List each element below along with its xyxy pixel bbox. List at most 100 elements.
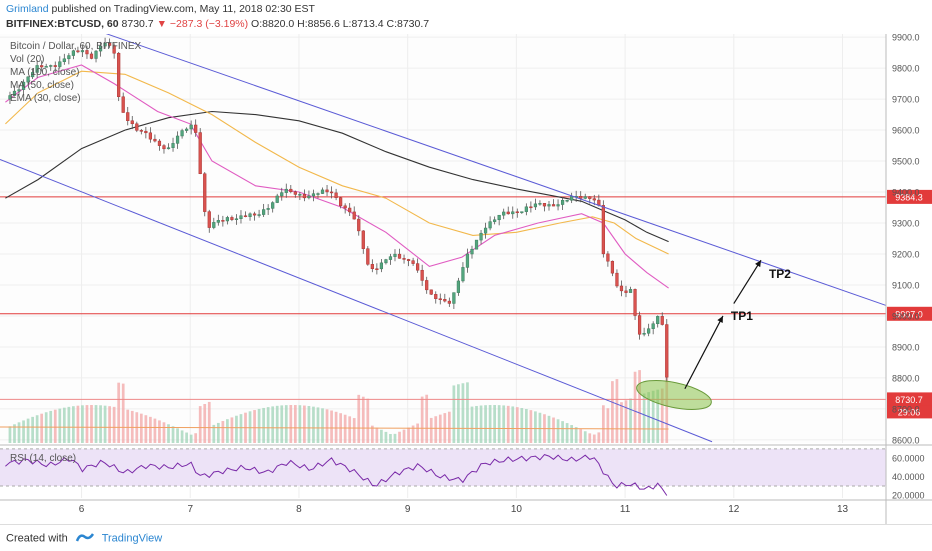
volume-bar xyxy=(493,405,496,443)
volume-bar xyxy=(425,394,429,443)
price-change: −287.3 (−3.19%) xyxy=(169,18,249,30)
y-tick-label: 8600.0 xyxy=(892,435,920,445)
ema30-line xyxy=(5,64,669,289)
x-tick-label: 11 xyxy=(620,504,631,515)
volume-bar xyxy=(370,425,374,443)
countdown-label: 29:06 xyxy=(898,407,921,417)
level-label-bg xyxy=(887,306,932,321)
volume-bar xyxy=(534,411,537,443)
volume-bar xyxy=(420,396,424,443)
candle-body xyxy=(406,259,411,261)
volume-bar xyxy=(298,405,302,443)
horizontal-levels: 9384.3 9007.0 8730.7 29:06 xyxy=(0,189,932,419)
volume-bar xyxy=(601,405,605,443)
candle-body xyxy=(230,217,234,220)
volume-bar xyxy=(393,433,397,443)
candle-body xyxy=(44,66,48,68)
candle-body xyxy=(606,253,610,262)
volume-bar xyxy=(620,402,623,443)
volume-bar xyxy=(570,425,574,443)
candle-body xyxy=(248,213,252,217)
candle-body xyxy=(302,194,307,199)
candle-body xyxy=(542,203,547,207)
volume-bar xyxy=(17,422,21,443)
candle-body xyxy=(375,268,379,270)
tradingview-link[interactable]: TradingView xyxy=(101,532,163,545)
volume-bar xyxy=(22,420,25,443)
candle-body xyxy=(311,193,316,197)
volume-bar xyxy=(280,405,284,443)
candle-body xyxy=(275,195,279,203)
volume-bar xyxy=(561,421,564,443)
candle-body xyxy=(647,328,651,334)
volume-bar xyxy=(185,432,188,443)
volume-bar xyxy=(180,430,184,443)
candle-body xyxy=(257,214,261,216)
volume-bar xyxy=(380,429,383,443)
volume-bar xyxy=(488,405,492,443)
volume-bar xyxy=(357,394,361,443)
candle-body xyxy=(126,112,130,121)
candle-body xyxy=(203,173,207,212)
volume-bar xyxy=(167,424,170,443)
x-tick-label: 9 xyxy=(405,504,411,515)
candle-body xyxy=(76,50,80,53)
candle-body xyxy=(329,191,334,194)
candle-body xyxy=(560,200,565,205)
candle-body xyxy=(103,43,107,47)
candle-body xyxy=(352,211,356,220)
volume-bar xyxy=(153,418,157,443)
author-link[interactable]: Grimland xyxy=(6,3,49,15)
candle-body xyxy=(85,50,89,55)
volume-bar xyxy=(26,418,30,443)
volume-bar xyxy=(162,422,166,443)
rsi-tick-label: 20.0000 xyxy=(892,491,925,501)
y-tick-label: 9600.0 xyxy=(892,126,920,136)
candle-body xyxy=(266,208,270,210)
volume-bar xyxy=(660,388,664,443)
volume-bar xyxy=(638,370,641,443)
candle-body xyxy=(592,198,596,201)
y-tick-label: 9400.0 xyxy=(892,188,920,198)
candle-body xyxy=(135,123,139,131)
candle-body xyxy=(348,207,352,213)
candle-body xyxy=(98,45,103,52)
volume-bar xyxy=(389,434,392,443)
candle-body xyxy=(284,188,288,193)
y-tick-label: 9700.0 xyxy=(892,95,920,105)
candle-body xyxy=(339,197,343,207)
volume-bar xyxy=(398,431,401,443)
candle-body xyxy=(384,259,388,264)
candle-body xyxy=(429,289,433,295)
candle-body xyxy=(502,211,506,216)
candle-body xyxy=(633,289,637,316)
level-label-bg xyxy=(887,189,932,204)
volume-bar xyxy=(502,405,506,443)
candle-body xyxy=(121,96,125,113)
volume-bar xyxy=(434,416,438,443)
candle-body xyxy=(551,204,556,207)
candle-body xyxy=(180,130,184,137)
candle-body xyxy=(225,217,229,222)
volume-bar xyxy=(176,428,179,443)
x-tick-label: 12 xyxy=(728,504,740,515)
candle-body xyxy=(411,260,415,264)
candle-body xyxy=(139,130,143,132)
volume-bar xyxy=(13,424,16,443)
x-tick-label: 6 xyxy=(79,504,85,515)
arrow-head-icon xyxy=(755,260,761,268)
candle-body xyxy=(320,189,325,194)
candle-body xyxy=(420,269,424,281)
price-chart[interactable]: 9384.3 9007.0 8730.7 29:06 TP1 TP2 9900.0 980… xyxy=(0,0,932,524)
volume-bar xyxy=(447,411,451,443)
candle-body xyxy=(601,205,605,255)
tradingview-logo-icon xyxy=(75,531,95,546)
candle-body xyxy=(579,196,583,199)
candle-body xyxy=(393,253,397,257)
candle-body xyxy=(665,324,669,378)
candle-body xyxy=(624,290,628,293)
volume-bar xyxy=(248,411,252,443)
volume-bar xyxy=(452,385,456,443)
candle-body xyxy=(483,227,488,234)
volume-bar xyxy=(642,393,646,443)
